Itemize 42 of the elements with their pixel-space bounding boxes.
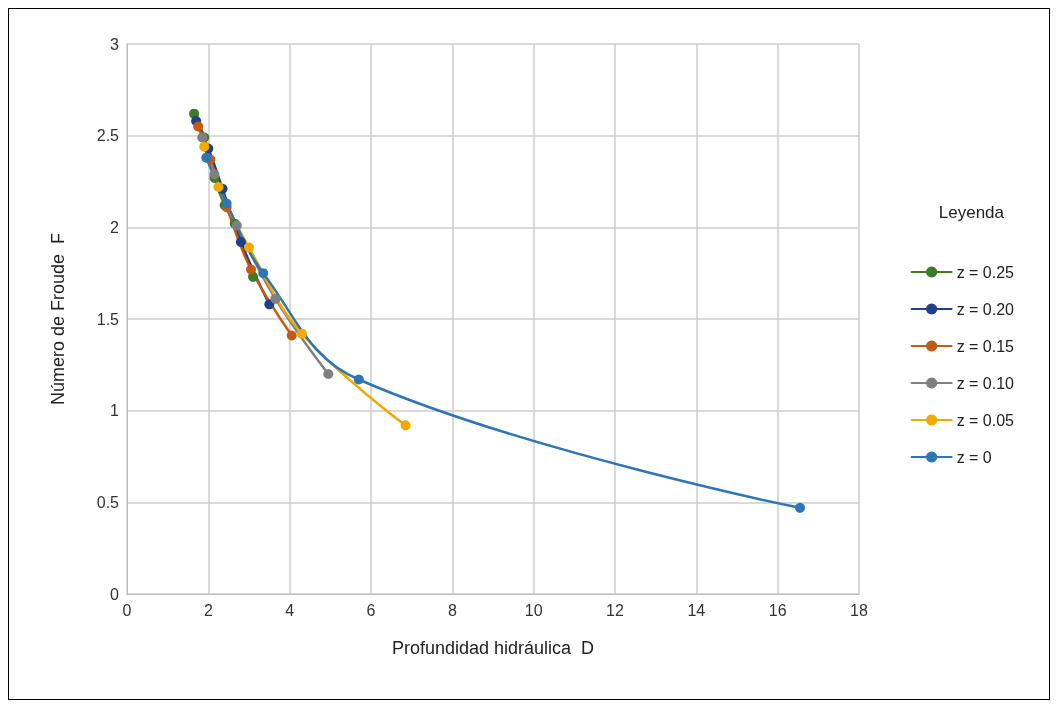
x-tick-label: 12 [606, 601, 624, 619]
legend-label: z = 0.15 [956, 337, 1015, 355]
y-tick-label: 1.5 [96, 310, 120, 328]
x-tick-label: 6 [366, 601, 376, 619]
x-tick-label: 8 [447, 601, 457, 619]
point [353, 374, 364, 385]
point [323, 369, 334, 379]
point [201, 152, 212, 163]
point [270, 293, 281, 304]
legend-label: z = 0.10 [956, 374, 1015, 392]
y-tick-label: 3 [110, 35, 120, 53]
x-tick-label: 14 [687, 601, 706, 619]
x-tick-label: 18 [850, 601, 868, 619]
x-tick-label: 16 [768, 601, 787, 619]
y-tick-label: 1 [110, 402, 120, 420]
x-tick-label: 4 [285, 601, 295, 619]
x-tick-label: 0 [122, 601, 132, 619]
legend-label: z = 0.20 [956, 300, 1015, 318]
point [264, 299, 275, 310]
point [246, 264, 257, 275]
x-tick-label: 2 [203, 601, 213, 619]
point [235, 237, 246, 247]
legend-label: z = 0.05 [956, 411, 1015, 429]
legend-label: z = 0.25 [956, 263, 1015, 281]
point [244, 242, 254, 253]
y-tick-label: 2.5 [96, 127, 120, 145]
y-tick-label: 2 [110, 218, 120, 236]
point [193, 121, 204, 132]
point [258, 268, 269, 279]
legend-title: Leyenda [938, 203, 1005, 222]
point [286, 330, 297, 341]
y-tick-label: 0.5 [96, 493, 120, 511]
point [795, 502, 806, 513]
point [199, 141, 210, 152]
x-tick-label: 10 [524, 601, 543, 619]
y-axis-title: Número de Froude F [48, 232, 68, 406]
legend-label: z = 0 [956, 448, 992, 466]
point [400, 420, 411, 431]
y-tick-label: 0 [110, 585, 120, 603]
point [213, 182, 224, 192]
point [296, 328, 307, 339]
x-axis-title: Profundidad hidráulica D [391, 638, 595, 658]
